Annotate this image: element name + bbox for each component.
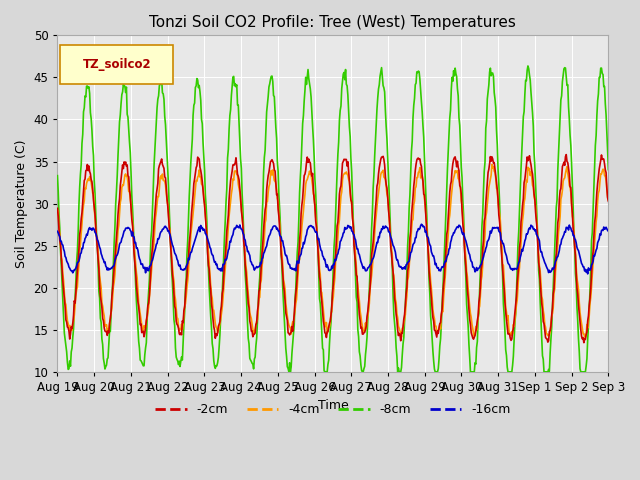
Text: TZ_soilco2: TZ_soilco2 [83, 59, 151, 72]
Legend: -2cm, -4cm, -8cm, -16cm: -2cm, -4cm, -8cm, -16cm [150, 398, 516, 421]
X-axis label: Time: Time [317, 399, 348, 412]
Title: Tonzi Soil CO2 Profile: Tree (West) Temperatures: Tonzi Soil CO2 Profile: Tree (West) Temp… [150, 15, 516, 30]
FancyBboxPatch shape [60, 46, 173, 84]
Y-axis label: Soil Temperature (C): Soil Temperature (C) [15, 139, 28, 268]
